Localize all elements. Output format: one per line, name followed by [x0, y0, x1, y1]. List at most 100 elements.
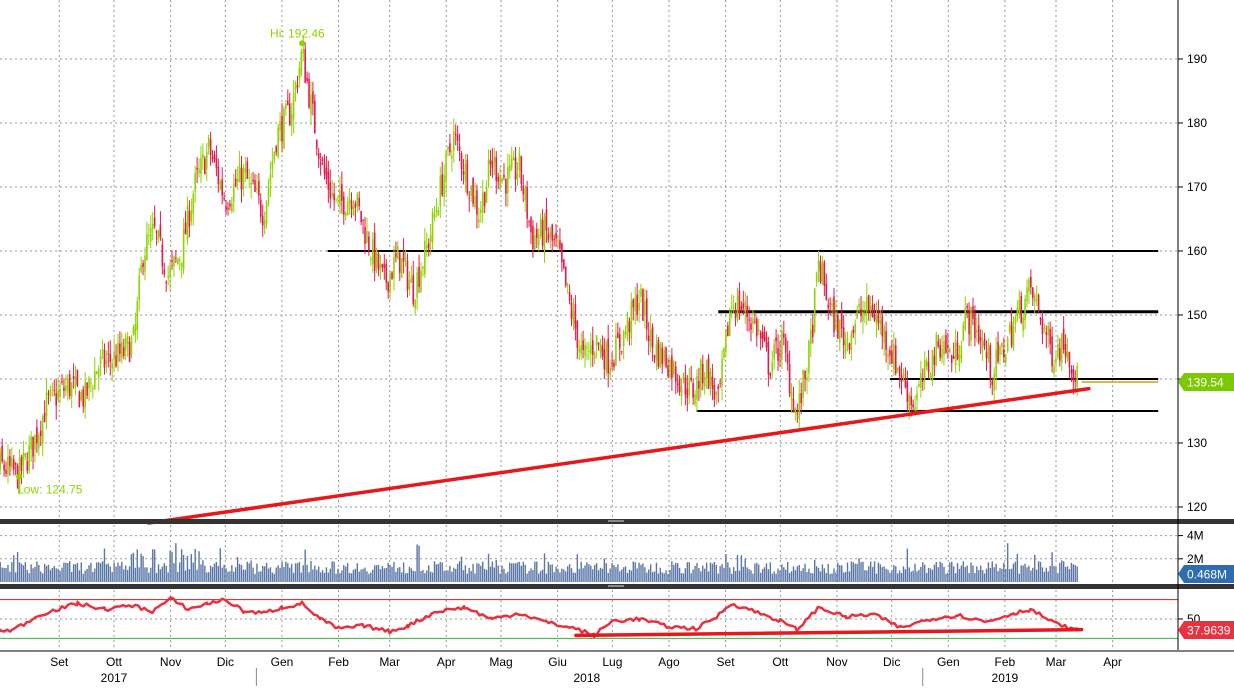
volume-bar	[256, 563, 258, 582]
month-label: Set	[717, 655, 736, 669]
volume-bar	[592, 569, 594, 582]
candle-body	[694, 393, 696, 405]
candle-body	[180, 262, 183, 267]
volume-bar	[422, 570, 424, 582]
volume-bar	[551, 564, 553, 582]
candle-body	[240, 168, 243, 190]
candle-body	[728, 311, 731, 336]
candle-body	[213, 154, 216, 160]
candle-body	[879, 320, 882, 324]
candle-body	[972, 306, 974, 319]
volume-bar	[45, 565, 48, 582]
volume-bar	[150, 567, 152, 582]
volume-bar	[279, 567, 281, 582]
candle-body	[632, 299, 635, 308]
candle-body	[0, 452, 2, 470]
volume-bar	[372, 569, 374, 582]
candle-body	[802, 369, 804, 398]
volume-badge-text: 0.468M	[1187, 568, 1227, 582]
candle-body	[327, 171, 330, 190]
candle-body	[115, 355, 117, 367]
candle-body	[9, 456, 11, 467]
volume-bar	[765, 563, 768, 582]
candle-body	[277, 127, 279, 157]
volume-bar	[576, 554, 579, 582]
volume-bar	[1055, 566, 1057, 582]
candle-body	[1004, 354, 1007, 363]
volume-bar	[294, 563, 297, 582]
candle-body	[493, 157, 496, 163]
volume-bar	[501, 565, 503, 582]
volume-bar	[750, 570, 752, 582]
candle-body	[124, 337, 127, 351]
candle-body	[1037, 294, 1040, 311]
volume-bar	[692, 569, 694, 582]
volume-bar	[557, 568, 559, 582]
volume-bar	[1026, 567, 1028, 582]
candle-body	[279, 121, 281, 131]
volume-bar	[206, 572, 208, 582]
candle-body	[140, 264, 142, 273]
volume-bar	[545, 573, 548, 582]
volume-bar	[155, 573, 158, 582]
volume-bar	[831, 573, 833, 582]
candle-body	[59, 388, 61, 396]
volume-bar	[317, 566, 320, 582]
volume-bar	[970, 562, 972, 582]
volume-bar	[464, 565, 467, 582]
volume-bar	[485, 569, 488, 582]
candle-body	[491, 161, 494, 168]
candle-body	[229, 203, 231, 207]
candle-body	[119, 343, 121, 354]
volume-bar	[188, 569, 191, 582]
volume-bar	[437, 563, 440, 582]
candle-body	[136, 301, 139, 331]
month-label: Set	[50, 655, 69, 669]
volume-bar	[451, 571, 453, 582]
volume-bar	[825, 573, 827, 582]
candle-body	[14, 463, 17, 465]
volume-bar	[262, 565, 264, 582]
candle-body	[1068, 351, 1071, 368]
volume-bar	[1070, 562, 1073, 582]
candle-body	[194, 172, 196, 191]
candle-body	[103, 350, 106, 368]
volume-bar	[947, 572, 949, 582]
volume-bar	[883, 566, 885, 582]
volume-bar	[470, 571, 472, 582]
candle-body	[406, 260, 409, 291]
year-label: 2019	[992, 671, 1019, 685]
volume-bar	[381, 565, 384, 582]
volume-bar	[96, 562, 98, 582]
volume-bar	[507, 571, 509, 582]
volume-bar	[599, 567, 602, 582]
volume-bar	[489, 566, 492, 582]
candle-body	[402, 250, 405, 262]
volume-bar	[383, 568, 386, 582]
candle-body	[1059, 348, 1061, 361]
candle-body	[420, 271, 422, 292]
volume-bar	[607, 572, 609, 582]
candle-body	[864, 313, 866, 316]
volume-bar	[1034, 554, 1036, 582]
volume-bar	[792, 566, 795, 582]
candle-body	[781, 330, 783, 360]
volume-bar	[943, 566, 945, 582]
high-marker	[299, 40, 306, 47]
volume-bar	[837, 562, 839, 582]
volume-bar	[399, 567, 401, 582]
candle-body	[72, 376, 75, 380]
candle-body	[995, 349, 997, 377]
volume-bar	[1030, 570, 1032, 582]
volume-bar	[889, 572, 891, 582]
candle-body	[252, 179, 254, 182]
volume-bar	[123, 569, 125, 582]
candle-body	[12, 459, 15, 470]
candle-body	[954, 340, 957, 366]
volume-bar	[532, 569, 534, 582]
candle-body	[856, 311, 858, 319]
candle-body	[142, 263, 144, 267]
volume-bar	[119, 565, 121, 582]
candle-body	[586, 347, 588, 349]
candle-body	[846, 338, 849, 341]
